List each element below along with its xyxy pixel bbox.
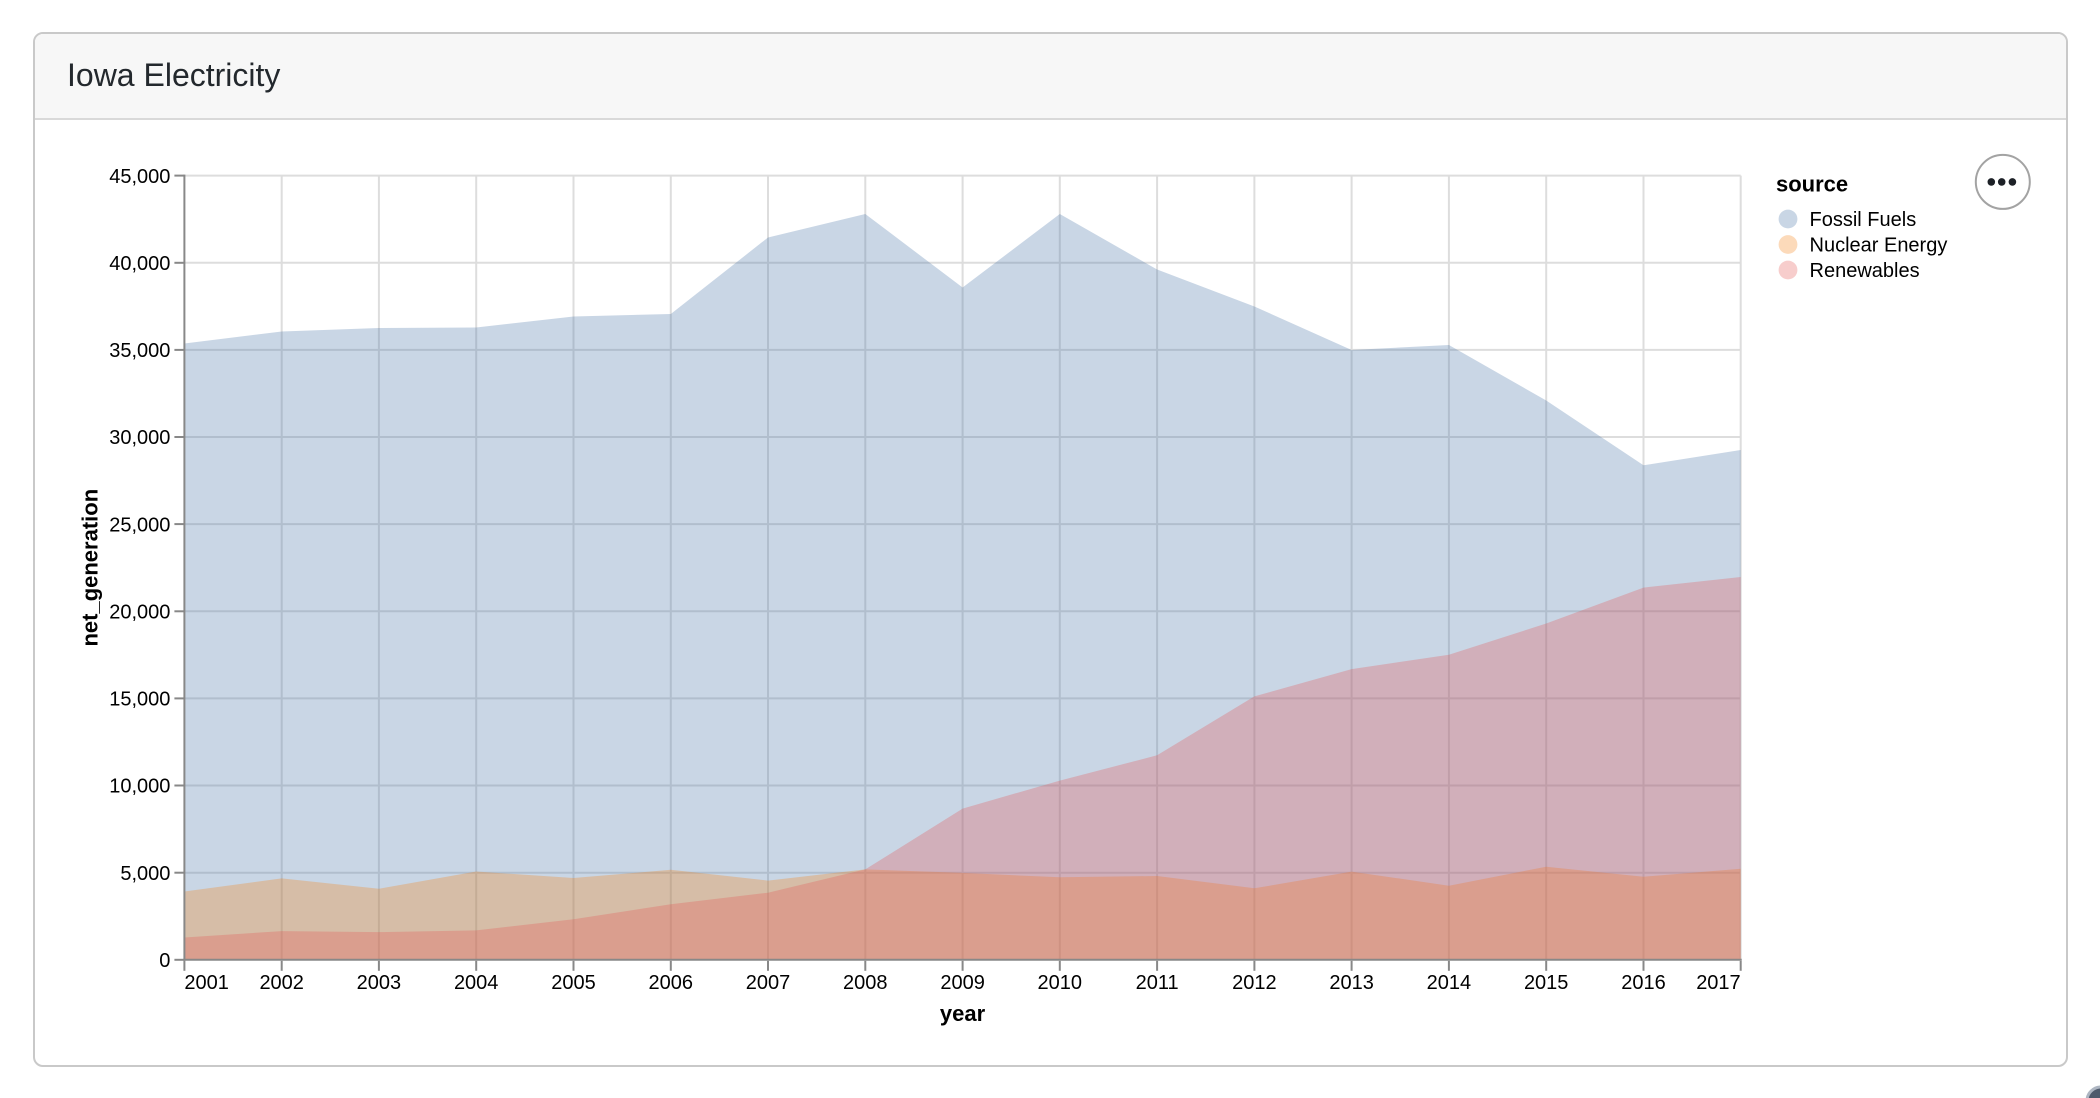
svg-text:5,000: 5,000 — [120, 863, 170, 885]
svg-text:15,000: 15,000 — [109, 689, 170, 711]
svg-text:0: 0 — [159, 950, 170, 972]
svg-text:2017: 2017 — [1696, 972, 1741, 994]
svg-text:Renewables: Renewables — [1810, 260, 1920, 282]
svg-text:2012: 2012 — [1232, 972, 1277, 994]
svg-text:2013: 2013 — [1329, 972, 1374, 994]
svg-text:2011: 2011 — [1136, 972, 1179, 994]
svg-text:2008: 2008 — [843, 972, 888, 994]
svg-text:2016: 2016 — [1621, 972, 1666, 994]
svg-text:Nuclear Energy: Nuclear Energy — [1810, 235, 1948, 257]
svg-text:Fossil Fuels: Fossil Fuels — [1810, 209, 1917, 231]
svg-text:35,000: 35,000 — [109, 340, 170, 362]
svg-text:2014: 2014 — [1427, 972, 1472, 994]
svg-text:source: source — [1776, 172, 1848, 197]
svg-text:2001: 2001 — [184, 972, 229, 994]
svg-text:10,000: 10,000 — [109, 776, 170, 798]
svg-text:year: year — [940, 1001, 986, 1026]
svg-text:2010: 2010 — [1038, 972, 1083, 994]
svg-text:2015: 2015 — [1524, 972, 1569, 994]
svg-text:2003: 2003 — [357, 972, 402, 994]
svg-text:2009: 2009 — [940, 972, 985, 994]
svg-text:25,000: 25,000 — [109, 514, 170, 536]
svg-text:2006: 2006 — [649, 972, 694, 994]
svg-text:20,000: 20,000 — [109, 602, 170, 624]
svg-text:2005: 2005 — [551, 972, 596, 994]
svg-text:30,000: 30,000 — [109, 427, 170, 449]
svg-text:2007: 2007 — [746, 972, 791, 994]
svg-text:45,000: 45,000 — [109, 166, 170, 188]
svg-text:net_generation: net_generation — [78, 489, 103, 647]
svg-text:40,000: 40,000 — [109, 253, 170, 275]
svg-text:2002: 2002 — [259, 972, 304, 994]
svg-text:2004: 2004 — [454, 972, 499, 994]
